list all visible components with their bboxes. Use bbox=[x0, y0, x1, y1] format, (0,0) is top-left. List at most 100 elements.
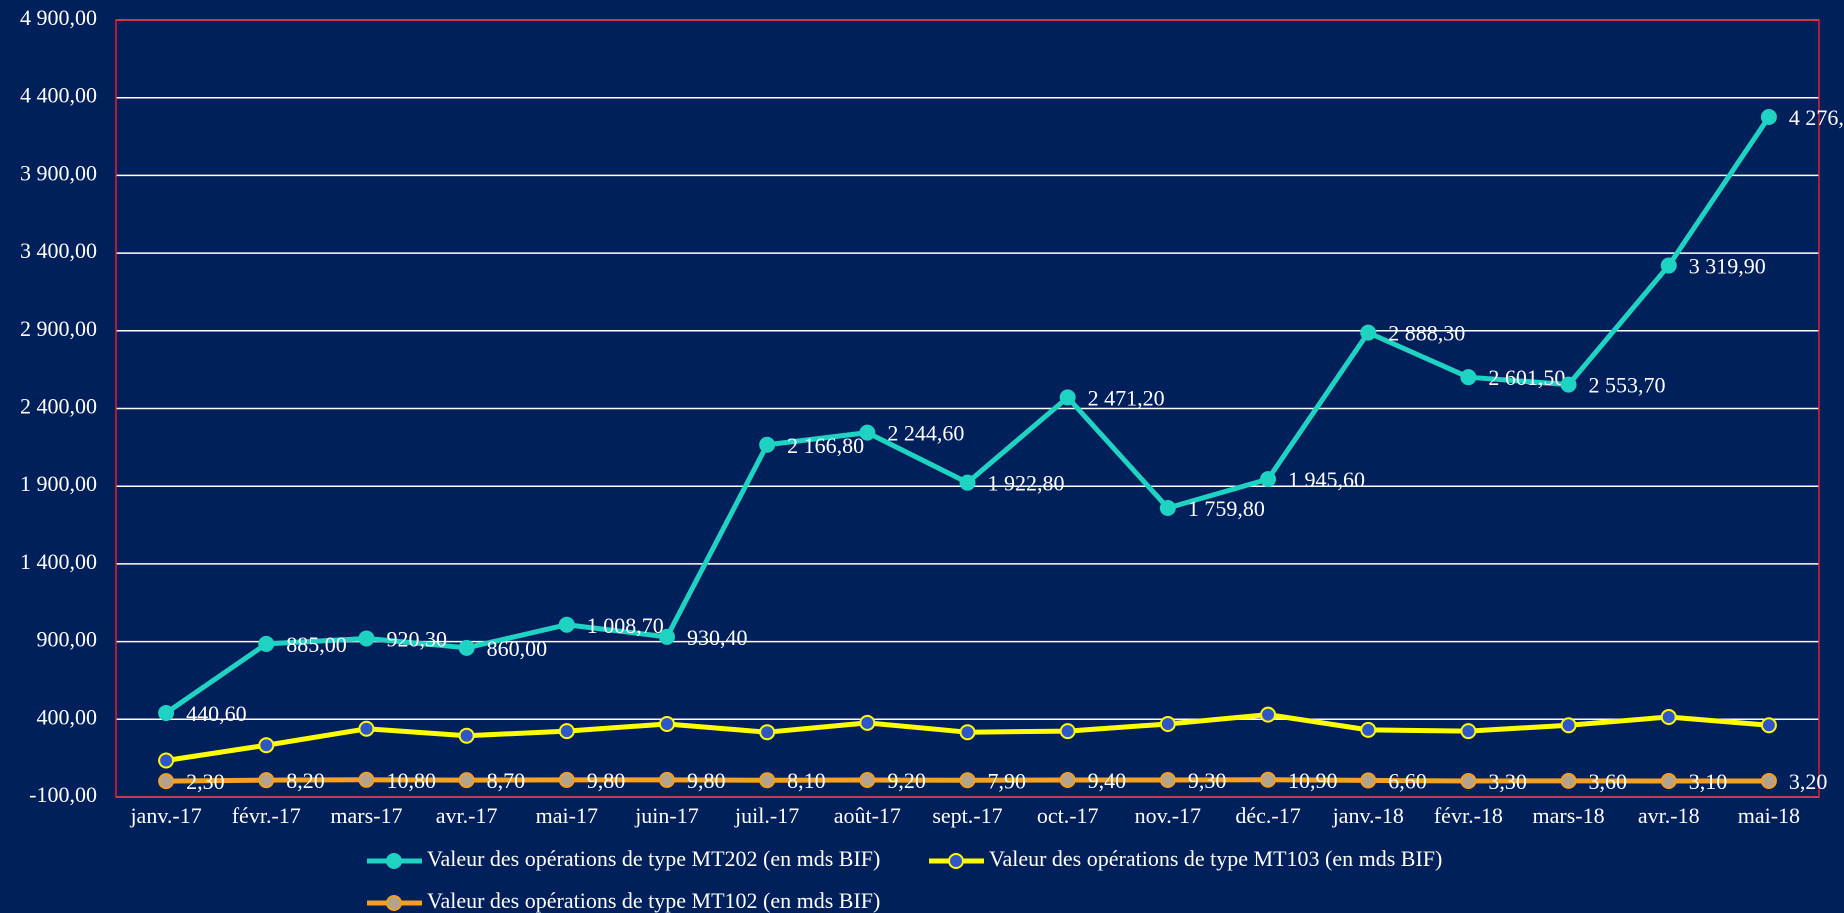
data-label: 9,80 bbox=[587, 768, 626, 793]
data-label: 6,60 bbox=[1388, 768, 1427, 793]
data-label: 1 008,70 bbox=[587, 613, 664, 638]
x-tick-label: oct.-17 bbox=[1037, 803, 1099, 828]
x-tick-label: avr.-18 bbox=[1638, 803, 1700, 828]
y-tick-label: 1 400,00 bbox=[20, 549, 97, 574]
data-label: 9,20 bbox=[887, 768, 926, 793]
data-label: 2 244,60 bbox=[887, 421, 964, 446]
data-label: 1 759,80 bbox=[1188, 496, 1265, 521]
point-marker bbox=[1760, 717, 1777, 734]
x-tick-label: avr.-17 bbox=[436, 803, 498, 828]
point-marker bbox=[1660, 257, 1677, 274]
data-label: 8,70 bbox=[487, 768, 526, 793]
point-marker bbox=[1460, 369, 1477, 386]
x-tick-label: mars-18 bbox=[1533, 803, 1605, 828]
point-marker bbox=[358, 771, 375, 788]
data-label: 7,90 bbox=[988, 768, 1027, 793]
point-marker bbox=[1560, 717, 1577, 734]
point-marker bbox=[1059, 771, 1076, 788]
point-marker bbox=[358, 720, 375, 737]
point-marker bbox=[1059, 389, 1076, 406]
data-label: 2 888,30 bbox=[1388, 321, 1465, 346]
x-tick-label: juin-17 bbox=[634, 803, 699, 828]
data-label: 440,60 bbox=[186, 701, 247, 726]
data-label: 4 276,00 bbox=[1789, 105, 1844, 130]
y-tick-label: 2 900,00 bbox=[20, 316, 97, 341]
point-marker bbox=[1760, 772, 1777, 789]
point-marker bbox=[759, 436, 776, 453]
y-tick-label: 1 900,00 bbox=[20, 471, 97, 496]
point-marker bbox=[258, 635, 275, 652]
x-tick-label: mai-17 bbox=[536, 803, 598, 828]
point-marker bbox=[1360, 772, 1377, 789]
data-label: 9,40 bbox=[1088, 768, 1127, 793]
y-tick-label: 4 900,00 bbox=[20, 5, 97, 30]
point-marker bbox=[859, 424, 876, 441]
point-marker bbox=[158, 773, 175, 790]
x-tick-label: sept.-17 bbox=[932, 803, 1002, 828]
point-marker bbox=[258, 737, 275, 754]
legend-label: Valeur des opérations de type MT102 (en … bbox=[427, 888, 880, 913]
data-label: 885,00 bbox=[286, 632, 347, 657]
point-marker bbox=[558, 723, 575, 740]
x-tick-label: mai-18 bbox=[1738, 803, 1800, 828]
point-marker bbox=[1660, 772, 1677, 789]
data-label: 9,80 bbox=[687, 768, 726, 793]
data-label: 3 319,90 bbox=[1689, 254, 1766, 279]
legend-marker bbox=[948, 853, 964, 869]
data-label: 1 945,60 bbox=[1288, 467, 1365, 492]
point-marker bbox=[1560, 772, 1577, 789]
point-marker bbox=[1059, 723, 1076, 740]
point-marker bbox=[959, 724, 976, 741]
point-marker bbox=[1260, 706, 1277, 723]
data-label: 2,30 bbox=[186, 769, 225, 794]
y-tick-label: 900,00 bbox=[37, 627, 98, 652]
point-marker bbox=[458, 727, 475, 744]
point-marker bbox=[558, 616, 575, 633]
point-marker bbox=[959, 772, 976, 789]
point-marker bbox=[759, 724, 776, 741]
point-marker bbox=[558, 771, 575, 788]
legend-marker bbox=[386, 853, 402, 869]
point-marker bbox=[1660, 708, 1677, 725]
x-tick-label: févr.-18 bbox=[1434, 803, 1503, 828]
data-label: 8,20 bbox=[286, 768, 325, 793]
data-label: 930,40 bbox=[687, 625, 748, 650]
y-tick-label: 400,00 bbox=[37, 704, 98, 729]
data-label: 8,10 bbox=[787, 768, 826, 793]
data-label: 1 922,80 bbox=[988, 471, 1065, 496]
y-tick-label: 3 900,00 bbox=[20, 160, 97, 185]
point-marker bbox=[158, 704, 175, 721]
point-marker bbox=[158, 752, 175, 769]
point-marker bbox=[1460, 723, 1477, 740]
point-marker bbox=[1159, 772, 1176, 789]
x-tick-label: févr.-17 bbox=[232, 803, 301, 828]
point-marker bbox=[458, 772, 475, 789]
point-marker bbox=[1159, 499, 1176, 516]
y-tick-label: -100,00 bbox=[29, 782, 97, 807]
legend-label: Valeur des opérations de type MT202 (en … bbox=[427, 846, 880, 871]
y-tick-label: 3 400,00 bbox=[20, 238, 97, 263]
point-marker bbox=[1260, 471, 1277, 488]
y-tick-label: 2 400,00 bbox=[20, 394, 97, 419]
point-marker bbox=[759, 772, 776, 789]
x-tick-label: mars-17 bbox=[330, 803, 402, 828]
data-label: 10,90 bbox=[1288, 768, 1338, 793]
point-marker bbox=[458, 639, 475, 656]
point-marker bbox=[658, 628, 675, 645]
x-tick-label: déc.-17 bbox=[1235, 803, 1300, 828]
x-tick-label: août-17 bbox=[834, 803, 901, 828]
data-label: 3,30 bbox=[1488, 769, 1527, 794]
point-marker bbox=[1760, 108, 1777, 125]
data-label: 2 471,20 bbox=[1088, 385, 1165, 410]
data-label: 9,30 bbox=[1188, 768, 1227, 793]
data-label: 10,80 bbox=[386, 768, 436, 793]
point-marker bbox=[1560, 376, 1577, 393]
data-label: 2 166,80 bbox=[787, 433, 864, 458]
data-label: 3,20 bbox=[1789, 769, 1828, 794]
point-marker bbox=[258, 772, 275, 789]
x-tick-label: nov.-17 bbox=[1135, 803, 1201, 828]
point-marker bbox=[959, 474, 976, 491]
point-marker bbox=[1159, 715, 1176, 732]
